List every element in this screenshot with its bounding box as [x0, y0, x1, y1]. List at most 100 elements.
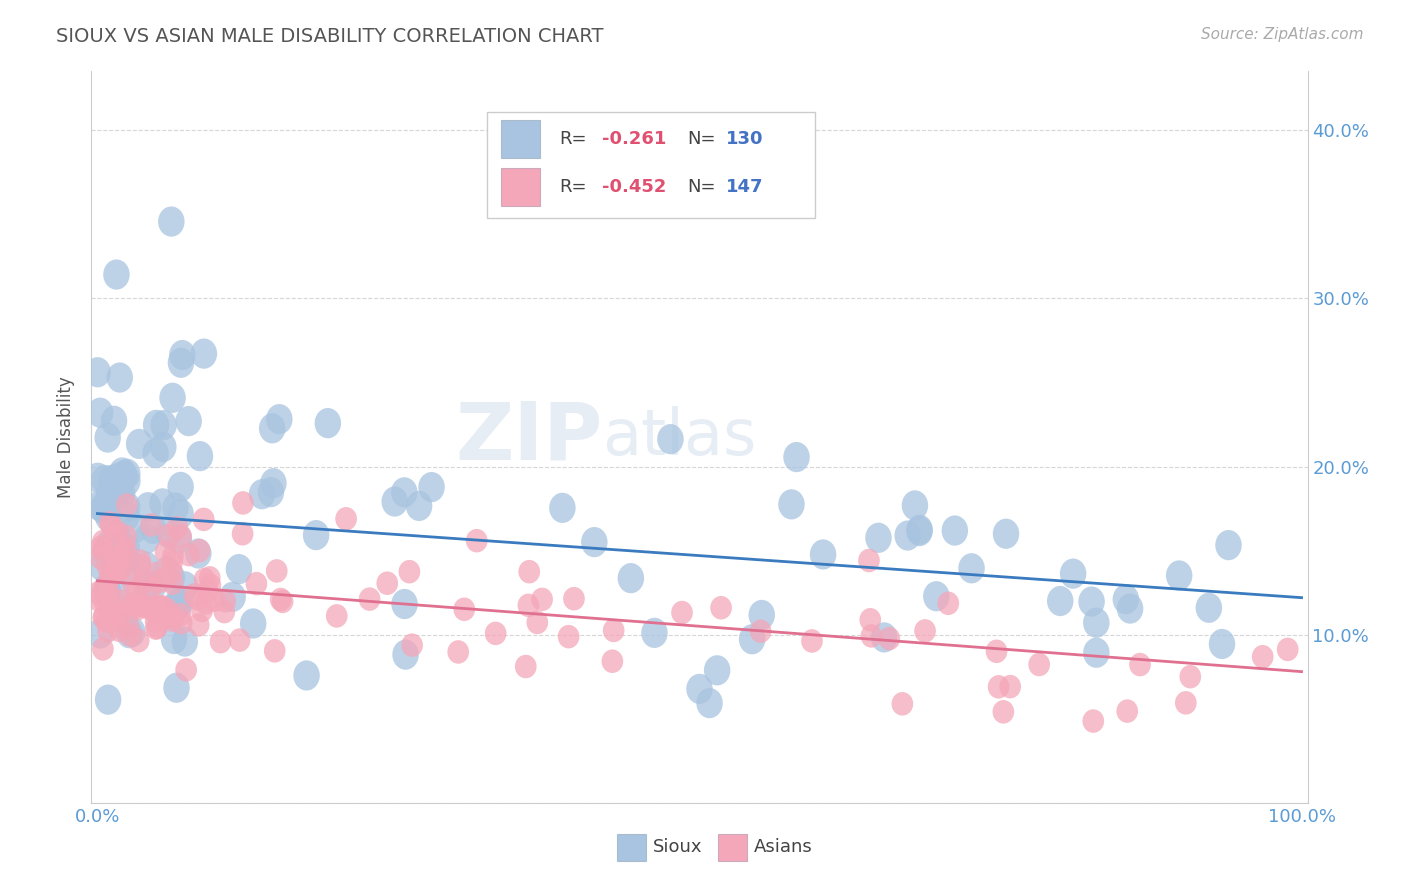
Ellipse shape	[172, 571, 198, 601]
Ellipse shape	[142, 438, 169, 468]
Ellipse shape	[603, 619, 624, 642]
Ellipse shape	[696, 688, 723, 718]
Text: N=: N=	[688, 178, 716, 196]
Ellipse shape	[87, 588, 110, 612]
Ellipse shape	[988, 675, 1010, 698]
Ellipse shape	[94, 684, 121, 714]
Ellipse shape	[335, 507, 357, 531]
Ellipse shape	[93, 537, 114, 561]
Ellipse shape	[91, 465, 118, 495]
Ellipse shape	[97, 535, 124, 566]
Ellipse shape	[115, 556, 142, 586]
Ellipse shape	[108, 458, 135, 488]
Ellipse shape	[204, 588, 226, 612]
Ellipse shape	[249, 479, 276, 509]
Ellipse shape	[266, 559, 288, 582]
Ellipse shape	[105, 546, 127, 570]
Ellipse shape	[710, 596, 733, 620]
Ellipse shape	[165, 589, 190, 619]
Ellipse shape	[100, 514, 122, 537]
Ellipse shape	[1060, 558, 1087, 589]
Ellipse shape	[118, 615, 139, 639]
Text: -0.452: -0.452	[602, 178, 666, 196]
Ellipse shape	[149, 570, 170, 593]
Ellipse shape	[159, 383, 186, 413]
Ellipse shape	[179, 543, 200, 566]
Ellipse shape	[188, 539, 211, 562]
Ellipse shape	[163, 673, 190, 703]
Ellipse shape	[108, 478, 135, 508]
Ellipse shape	[97, 482, 124, 512]
Ellipse shape	[209, 630, 232, 654]
Ellipse shape	[139, 514, 166, 544]
Ellipse shape	[141, 513, 162, 537]
Ellipse shape	[894, 520, 921, 550]
Ellipse shape	[526, 611, 548, 634]
Ellipse shape	[135, 492, 162, 523]
Ellipse shape	[149, 595, 172, 618]
Ellipse shape	[1277, 638, 1299, 661]
Ellipse shape	[260, 468, 287, 499]
Ellipse shape	[91, 491, 117, 521]
Ellipse shape	[111, 460, 138, 491]
FancyBboxPatch shape	[717, 833, 747, 862]
Ellipse shape	[112, 541, 139, 572]
Ellipse shape	[146, 561, 167, 585]
Ellipse shape	[141, 598, 162, 622]
Ellipse shape	[515, 655, 537, 678]
Ellipse shape	[162, 605, 184, 628]
Ellipse shape	[127, 429, 152, 459]
Text: Source: ZipAtlas.com: Source: ZipAtlas.com	[1201, 27, 1364, 42]
Ellipse shape	[93, 530, 114, 553]
Ellipse shape	[117, 618, 142, 648]
Ellipse shape	[914, 619, 936, 642]
Ellipse shape	[84, 357, 111, 387]
Ellipse shape	[127, 591, 148, 615]
Ellipse shape	[1215, 530, 1241, 560]
Ellipse shape	[139, 576, 162, 599]
Ellipse shape	[120, 624, 141, 647]
Ellipse shape	[315, 408, 342, 438]
Ellipse shape	[176, 406, 202, 436]
Ellipse shape	[860, 624, 882, 648]
Ellipse shape	[398, 560, 420, 583]
Ellipse shape	[91, 637, 114, 661]
Ellipse shape	[1180, 665, 1201, 689]
FancyBboxPatch shape	[617, 833, 645, 862]
Ellipse shape	[162, 572, 184, 595]
Ellipse shape	[193, 508, 215, 531]
Ellipse shape	[90, 494, 117, 524]
Ellipse shape	[90, 535, 111, 559]
Ellipse shape	[924, 581, 949, 611]
Ellipse shape	[859, 608, 882, 632]
Ellipse shape	[259, 413, 285, 443]
Ellipse shape	[86, 491, 112, 521]
Ellipse shape	[100, 609, 121, 633]
Ellipse shape	[111, 542, 132, 566]
Ellipse shape	[93, 606, 114, 630]
Ellipse shape	[1078, 586, 1105, 616]
Ellipse shape	[120, 592, 142, 616]
Ellipse shape	[740, 624, 765, 655]
Ellipse shape	[114, 466, 141, 496]
Ellipse shape	[993, 518, 1019, 549]
Ellipse shape	[114, 491, 141, 522]
Ellipse shape	[186, 539, 211, 568]
Y-axis label: Male Disability: Male Disability	[58, 376, 76, 498]
Ellipse shape	[858, 549, 880, 573]
Ellipse shape	[98, 511, 121, 534]
Ellipse shape	[145, 600, 167, 624]
Ellipse shape	[150, 432, 177, 462]
Ellipse shape	[155, 518, 181, 548]
Ellipse shape	[91, 579, 114, 602]
Ellipse shape	[162, 550, 183, 574]
Ellipse shape	[100, 584, 121, 607]
Ellipse shape	[418, 472, 444, 502]
Ellipse shape	[162, 492, 188, 523]
Ellipse shape	[93, 538, 120, 568]
Ellipse shape	[392, 640, 419, 670]
Text: ZIP: ZIP	[456, 398, 602, 476]
Ellipse shape	[110, 590, 131, 613]
Ellipse shape	[326, 604, 347, 628]
Ellipse shape	[94, 573, 121, 603]
